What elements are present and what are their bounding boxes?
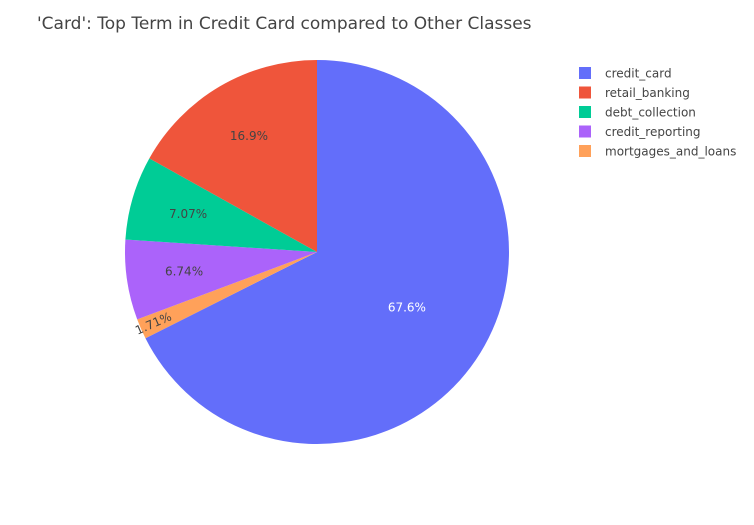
pie-slice-credit-card (145, 60, 510, 444)
pie-slices (124, 60, 510, 444)
legend-item-retail-banking[interactable]: retail_banking (579, 86, 690, 100)
legend-label-credit-card: credit_card (605, 67, 672, 81)
pie-slice-debt-collection (125, 158, 318, 252)
legend-label-mortgages-and-loans: mortgages_and_loans (605, 145, 736, 159)
legend-swatch-credit-card (579, 67, 591, 79)
legend-item-credit-card[interactable]: credit_card (579, 67, 672, 81)
legend-item-debt-collection[interactable]: debt_collection (579, 106, 696, 120)
legend-item-mortgages-and-loans[interactable]: mortgages_and_loans (579, 145, 736, 159)
legend-swatch-credit-reporting (579, 125, 591, 138)
legend-item-credit-reporting[interactable]: credit_reporting (579, 125, 701, 139)
pie-slice-mortgages-and-loans (137, 252, 317, 339)
legend-label-credit-reporting: credit_reporting (605, 125, 701, 139)
pie-slice-label-debt-collection: 7.07% (169, 207, 207, 221)
legend-swatch-retail-banking (579, 86, 591, 99)
pie-slice-credit-reporting (124, 239, 317, 320)
legend-swatch-debt-collection (579, 106, 591, 118)
chart-legend: credit_card retail_banking debt_collection… (579, 67, 736, 159)
legend-label-retail-banking: retail_banking (605, 86, 690, 100)
pie-slice-label-credit-card: 67.6% (388, 300, 426, 314)
pie-slice-label-credit-reporting: 6.74% (165, 265, 203, 279)
legend-swatch-mortgages-and-loans (579, 145, 591, 157)
pie-slice-retail-banking (149, 60, 317, 252)
legend-label-debt-collection: debt_collection (605, 106, 696, 120)
pie-slice-label-retail-banking: 16.9% (230, 129, 268, 143)
chart-title: 'Card': Top Term in Credit Card compared… (37, 14, 532, 34)
